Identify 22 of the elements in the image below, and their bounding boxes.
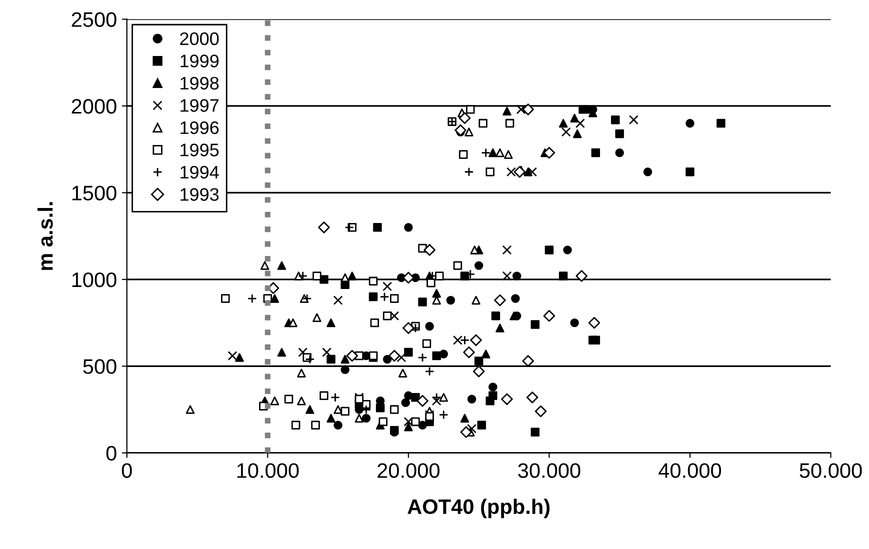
y-tick-label: 0 xyxy=(106,446,116,461)
x-tick-label: 40.000 xyxy=(658,463,722,478)
y-axis-title: m a.s.l. xyxy=(38,202,53,270)
legend-label: 1996 xyxy=(180,121,219,134)
y-tick-label: 1000 xyxy=(72,272,116,288)
y-tick-label: 2500 xyxy=(72,12,116,27)
legend-label: 1993 xyxy=(180,188,219,201)
x-tick-label: 10.000 xyxy=(237,463,299,478)
legend-label: 1998 xyxy=(180,76,219,90)
x-axis-title: AOT40 (ppb.h) xyxy=(408,498,550,518)
legend-label: 1997 xyxy=(180,99,218,112)
legend-label: 1995 xyxy=(180,144,219,156)
legend-label: 2000 xyxy=(180,32,219,46)
y-tick-label: 2000 xyxy=(72,98,116,114)
x-tick-label: 20.000 xyxy=(378,463,440,478)
legend-label: 1994 xyxy=(180,166,219,179)
x-tick-label: 0 xyxy=(122,463,132,478)
legend-label: 1999 xyxy=(180,54,219,68)
x-tick-label: 50.000 xyxy=(800,463,862,478)
x-tick-label: 30.000 xyxy=(518,463,580,478)
y-tick-label: 500 xyxy=(83,359,116,374)
y-tick-label: 1500 xyxy=(72,186,116,200)
